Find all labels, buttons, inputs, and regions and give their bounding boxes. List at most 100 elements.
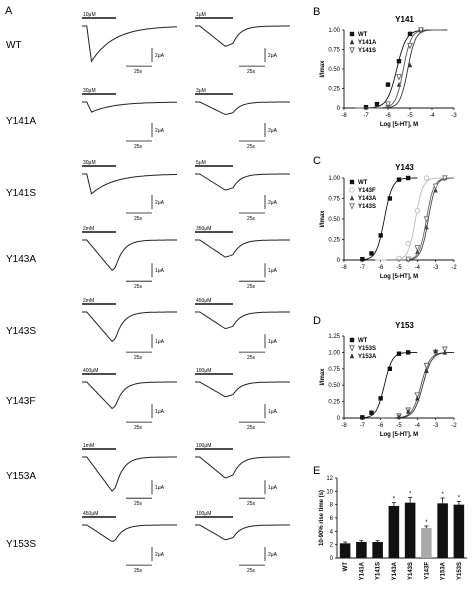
- y-tick-label: 4: [330, 529, 334, 535]
- x-tick-label: -4: [415, 423, 421, 429]
- current-trace: [195, 456, 290, 479]
- data-point: [349, 47, 355, 54]
- significance-marker: *: [458, 495, 461, 501]
- y-tick-label: 1.25: [328, 334, 340, 340]
- trace-row: Y153A 1mM 1μA 25s 100μM 1μA 25s: [6, 443, 290, 507]
- y-axis-label: 10-90% rise time (s): [319, 490, 325, 546]
- data-point: [349, 39, 355, 45]
- time-scale-label: 25s: [247, 216, 256, 222]
- trace-row: Y143F 400μM 1μA 25s 100μM 1μA 25s: [6, 368, 290, 431]
- current-trace: [82, 239, 177, 271]
- y-tick-label: 1.00: [328, 28, 340, 34]
- data-point: [374, 101, 380, 107]
- x-tick-label: -2: [451, 265, 457, 271]
- current-trace: [82, 381, 177, 410]
- concentration-label: 2mM: [83, 226, 94, 232]
- y-tick-label: 1.00: [328, 350, 340, 356]
- current-trace: [195, 524, 290, 541]
- row-label: Y143S: [6, 326, 36, 337]
- x-tick-label: -3: [433, 265, 439, 271]
- data-point: [407, 43, 413, 50]
- amplitude-scale-label: 1μA: [155, 485, 165, 491]
- data-point: [349, 187, 355, 193]
- bar: [421, 528, 432, 558]
- significance-marker: *: [393, 497, 396, 503]
- data-point: [396, 59, 402, 64]
- data-point: [349, 345, 355, 352]
- data-point: [369, 251, 374, 256]
- data-point: [414, 392, 421, 399]
- panel-letter-c: C: [313, 155, 321, 167]
- y-tick-label: 12: [326, 476, 333, 482]
- fit-curve: [386, 177, 455, 261]
- legend-entry: Y143F: [358, 188, 376, 194]
- concentration-label: 5μM: [196, 160, 206, 166]
- data-point: [396, 413, 402, 419]
- y-tick-label: 2: [330, 543, 334, 549]
- y-tick-label: 0.25: [328, 400, 340, 406]
- time-scale-label: 25s: [247, 425, 256, 431]
- data-point: [349, 353, 355, 359]
- panel-letter-b: B: [313, 6, 320, 18]
- time-scale-label: 25s: [247, 355, 256, 361]
- data-point: [349, 337, 355, 343]
- y-tick-label: 0: [337, 106, 341, 112]
- row-label: Y141S: [6, 188, 36, 199]
- concentration-label: 400μM: [83, 368, 98, 374]
- data-point: [442, 346, 448, 353]
- data-point: [423, 362, 430, 370]
- concentration-label: 2mM: [83, 298, 94, 304]
- current-trace: [82, 173, 177, 195]
- data-point: [378, 233, 383, 238]
- chart-title: Y143: [395, 163, 414, 172]
- significance-marker: *: [409, 491, 412, 497]
- concentration-label: 1μM: [196, 12, 206, 18]
- time-scale-label: 25s: [247, 568, 256, 574]
- current-trace: [195, 239, 290, 258]
- x-tick-label: -3: [451, 113, 457, 119]
- data-point: [349, 31, 355, 37]
- time-scale-label: 25s: [134, 355, 143, 361]
- data-point: [405, 240, 411, 247]
- dose-response-chart-y143: Y143 0 0.25 0.50 0.75 1.00 -8 -7 -6 -5 -4 -3 -2 Log […: [320, 163, 457, 280]
- row-label: Y143A: [6, 254, 36, 265]
- data-point: [387, 366, 393, 371]
- y-tick-label: 0: [337, 258, 341, 264]
- time-scale-label: 25s: [134, 284, 143, 290]
- category-label: Y141A: [359, 561, 365, 580]
- bar: [356, 542, 367, 558]
- x-tick-label: -8: [341, 423, 347, 429]
- current-trace: [195, 173, 290, 191]
- time-scale-label: 25s: [134, 144, 143, 150]
- concentration-label: 450μM: [196, 298, 211, 304]
- y-tick-label: 10: [326, 489, 333, 495]
- bar: [404, 502, 416, 558]
- x-tick-label: -4: [429, 113, 435, 119]
- category-label: Y153S: [457, 562, 463, 580]
- current-trace: [82, 524, 177, 543]
- current-trace: [82, 101, 177, 113]
- x-tick-label: -5: [396, 423, 402, 429]
- row-label: Y141A: [6, 116, 36, 127]
- data-point: [405, 175, 411, 181]
- x-tick-label: -6: [378, 423, 384, 429]
- amplitude-scale-label: 1μA: [268, 268, 278, 274]
- y-tick-label: 1.00: [328, 176, 340, 182]
- category-label: Y143S: [408, 562, 414, 580]
- y-tick-label: 6: [330, 516, 334, 522]
- chart-title: Y153: [395, 321, 414, 330]
- data-point: [442, 175, 448, 182]
- amplitude-scale-label: 2μA: [155, 200, 165, 206]
- x-tick-label: -5: [407, 113, 413, 119]
- time-scale-label: 25s: [247, 284, 256, 290]
- concentration-label: 350μM: [196, 226, 211, 232]
- amplitude-scale-label: 1μA: [155, 268, 165, 274]
- current-traces-panel: WT 10μM 2μA 25s 1μM 2μA 25s Y141A 30μM 2μA 25s 3μM 2…: [6, 12, 290, 574]
- current-trace: [82, 456, 177, 492]
- y-axis-label: I/Imax: [320, 210, 326, 228]
- y-tick-label: 0.25: [328, 87, 340, 93]
- amplitude-scale-label: 2μA: [155, 53, 165, 59]
- data-point: [405, 350, 411, 355]
- trace-row: Y153S 450μM 2μA 25s 100μM 2μA 25s: [6, 511, 290, 574]
- y-tick-label: 8: [330, 503, 334, 509]
